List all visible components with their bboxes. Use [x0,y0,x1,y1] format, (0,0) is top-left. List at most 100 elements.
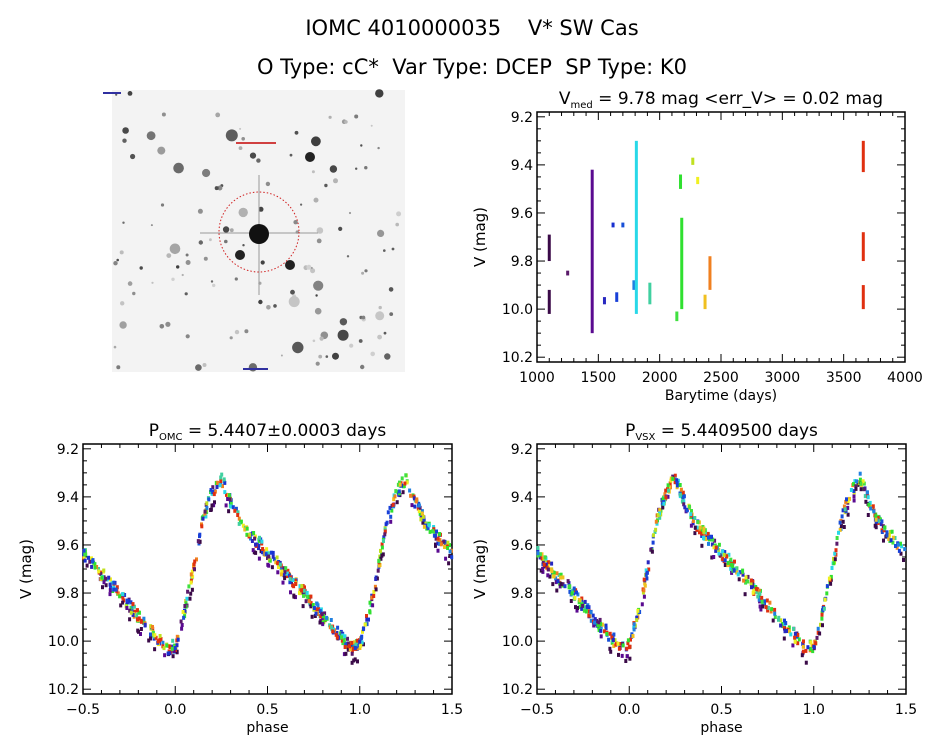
star [306,264,312,270]
data-point [766,605,770,610]
data-point [236,510,240,515]
x-tick-label: 0.0 [164,702,186,718]
data-segment [615,292,619,302]
data-segment [590,169,594,334]
star [349,343,354,348]
data-point [348,647,352,652]
data-point [855,479,859,484]
data-point [213,489,217,494]
x-axis-label: phase [246,720,288,736]
data-point [647,567,651,572]
star [203,256,208,261]
star [389,312,394,316]
data-point [788,629,791,634]
data-point [446,540,450,545]
data-point [380,545,384,550]
data-point [139,632,142,636]
data-point [101,585,104,590]
data-point [723,563,727,567]
data-point [820,616,824,621]
data-point [391,502,395,507]
data-point [605,632,609,636]
data-point [561,575,565,580]
data-point [874,514,878,519]
data-point [651,540,655,545]
star [130,153,136,160]
data-point [223,480,227,485]
data-point [587,613,591,618]
data-point [245,532,249,537]
data-point [367,617,370,622]
data-point [819,622,822,627]
data-point [578,604,582,609]
y-axis-label: V (mag) [17,539,35,599]
data-point [278,562,282,567]
data-point [625,654,629,659]
data-point [631,634,635,638]
data-point [436,536,440,541]
data-point [168,645,172,649]
data-point [823,597,827,602]
light-curve-time: Vmed = 9.78 mag <err_V> = 0.02 mag 1000 15… [471,89,923,404]
data-point [185,596,189,601]
data-point [397,489,401,494]
data-point [607,637,611,642]
data-point [356,659,359,664]
data-point [736,572,740,577]
data-point [757,588,761,593]
data-point [408,488,412,493]
data-point [806,645,810,650]
data-point [258,535,261,540]
data-point [137,610,141,615]
data-point [543,555,547,560]
data-point [695,525,699,530]
data-point [418,505,422,510]
data-point [752,588,756,593]
data-point [742,578,746,583]
data-point [756,594,760,599]
data-point [237,516,241,521]
data-point [131,602,135,607]
data-point [768,600,772,605]
data-point [419,517,423,522]
data-point [334,632,338,637]
data-point [585,604,589,609]
data-point [418,511,422,516]
x-tick-label: 4000 [887,370,923,386]
star [249,152,257,159]
data-point [292,584,296,589]
data-point [368,610,372,615]
star [377,146,380,150]
data-point [442,539,446,544]
data-point [546,560,550,565]
data-point [568,584,572,589]
data-point [636,608,640,613]
data-point [593,617,597,622]
data-point [398,480,401,485]
data-point [853,479,857,484]
data-point [122,598,126,603]
data-point [422,524,426,529]
data-point [382,539,385,543]
data-segment [708,256,712,290]
data-point [423,521,427,526]
data-point [91,558,95,563]
data-point [751,590,755,595]
data-point [710,555,714,560]
star [215,112,221,118]
data-point [181,610,185,614]
star [344,120,348,124]
data-point [726,563,730,568]
data-point [125,606,129,610]
data-point [676,483,679,488]
data-point [435,529,438,534]
y-tick-label: 10.0 [502,302,533,318]
star [115,93,118,96]
data-point [697,520,701,525]
data-point [699,529,703,533]
data-point [107,575,111,580]
data-point [149,636,152,641]
x-tick-label: 3000 [765,370,801,386]
data-point [626,638,630,643]
